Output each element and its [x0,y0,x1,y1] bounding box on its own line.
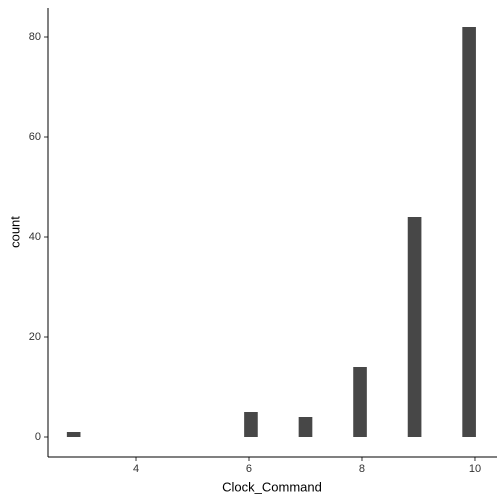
x-tick-label: 6 [246,463,252,475]
y-tick-label: 0 [35,431,41,443]
y-tick-label: 60 [29,131,41,143]
bar [66,432,81,437]
bar [407,217,422,437]
bar [244,412,258,437]
y-tick-label: 80 [29,31,41,43]
bar [353,367,367,437]
y-axis-title: count [7,216,22,248]
x-tick-label: 10 [469,463,481,475]
x-tick-label: 8 [359,463,365,475]
y-tick-label: 40 [29,231,41,243]
x-axis-title: Clock_Command [222,479,322,494]
x-tick-label: 4 [133,463,139,475]
bar [298,417,313,437]
bar [462,27,476,437]
y-tick-label: 20 [29,331,41,343]
